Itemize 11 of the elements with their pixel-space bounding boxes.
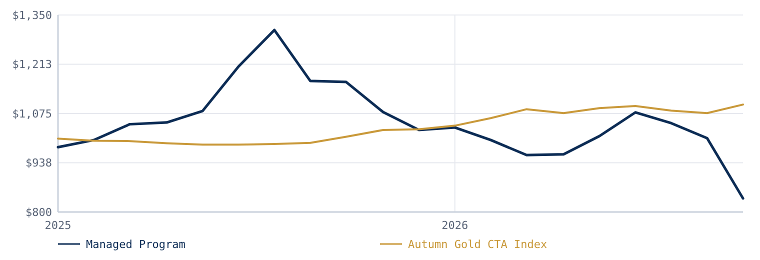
y-tick-label: $1,350 bbox=[12, 8, 52, 22]
x-tick-label: 2026 bbox=[442, 219, 468, 232]
y-tick-label: $1,075 bbox=[12, 107, 52, 120]
y-tick-label: $800 bbox=[26, 206, 52, 219]
y-tick-label: $938 bbox=[26, 156, 52, 170]
line-series bbox=[56, 28, 744, 200]
x-tick-label: 2025 bbox=[44, 219, 72, 232]
legend-label: Autumn Gold CTA Index bbox=[408, 238, 548, 251]
y-tick-label: $1,213 bbox=[12, 58, 52, 72]
line-series bbox=[57, 104, 744, 146]
legend-label: Managed Program bbox=[86, 238, 186, 251]
